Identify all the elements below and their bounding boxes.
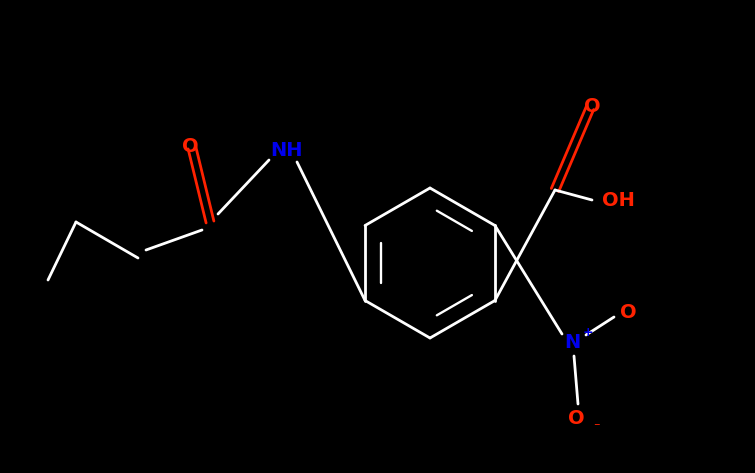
Text: OH: OH (602, 191, 634, 210)
Text: ⁻: ⁻ (593, 421, 599, 435)
Text: O: O (568, 409, 584, 428)
Text: O: O (620, 304, 636, 323)
Text: O: O (584, 96, 600, 115)
Text: +: + (583, 325, 593, 339)
Text: O: O (182, 137, 199, 156)
Text: NH: NH (271, 140, 304, 159)
Text: N: N (564, 333, 580, 351)
